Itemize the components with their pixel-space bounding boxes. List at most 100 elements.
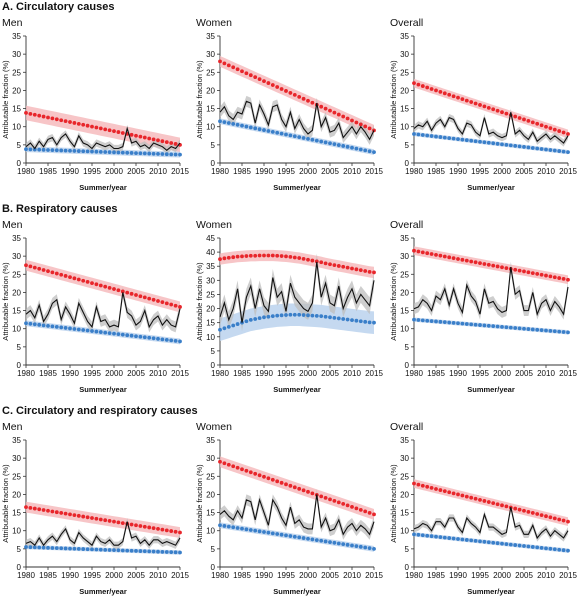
blue-series-point [284, 533, 288, 538]
red-series-point [548, 126, 553, 131]
blue-series-point [350, 145, 354, 150]
y-tick-label: 25 [400, 472, 409, 481]
red-series-point [46, 508, 50, 513]
red-series-point [482, 104, 487, 109]
red-series-point [478, 261, 482, 266]
y-tick-label: 20 [206, 490, 215, 499]
y-tick-label: 10 [12, 325, 21, 334]
blue-series-point [416, 132, 421, 137]
black-series-line [413, 507, 569, 540]
blue-series-point [98, 330, 103, 334]
red-series-point [266, 81, 271, 85]
y-tick-label: 35 [206, 32, 215, 41]
red-series-point [107, 519, 112, 523]
x-tick-label: 2005 [127, 167, 145, 176]
blue-series-point [253, 528, 258, 533]
y-tick-label: 30 [206, 454, 215, 463]
red-series-point [32, 112, 37, 117]
red-series-point [288, 483, 293, 488]
blue-series-point [156, 151, 160, 156]
blue-series-point [270, 129, 275, 134]
blue-series-point [173, 152, 178, 157]
x-tick-label: 1985 [39, 571, 57, 580]
y-tick-label: 20 [206, 86, 215, 95]
red-series-point [218, 59, 222, 64]
blue-series-point [438, 535, 443, 540]
red-series-point [332, 110, 337, 115]
blue-series-point [425, 533, 430, 538]
y-tick-label: 0 [211, 563, 216, 572]
y-tick-label: 30 [206, 50, 215, 59]
blue-series-point [270, 531, 275, 536]
blue-series-point [76, 149, 81, 153]
red-series-point [526, 509, 531, 514]
red-series-point [226, 462, 231, 467]
y-tick-label: 0 [17, 159, 22, 168]
blue-series-point [535, 545, 540, 550]
blue-series-point [456, 321, 460, 326]
blue-series-point [522, 326, 526, 331]
red-series-point [218, 257, 222, 262]
red-series-point [222, 461, 227, 466]
red-series-point [284, 89, 288, 93]
red-series-point [46, 269, 50, 274]
red-series-band [26, 259, 180, 313]
blue-series-band [220, 118, 374, 156]
blue-series-point [544, 328, 548, 333]
red-series-point [548, 515, 553, 520]
x-tick-label: 1995 [471, 369, 489, 378]
blue-series-band [26, 320, 180, 345]
red-series-point [464, 98, 469, 103]
x-tick-label: 2005 [127, 571, 145, 580]
blue-series-point [434, 134, 438, 139]
red-series-point [63, 119, 68, 124]
y-tick-label: 15 [206, 319, 215, 328]
blue-series-point [530, 146, 535, 150]
blue-series-point [226, 121, 231, 125]
y-tick-label: 15 [12, 509, 21, 518]
blue-series-point [517, 326, 522, 331]
red-series-point [416, 482, 421, 487]
blue-series-point [456, 137, 460, 142]
black-series-band [26, 518, 180, 549]
red-series-point [129, 522, 134, 527]
blue-series-point [292, 534, 297, 539]
red-series-point [266, 253, 271, 258]
blue-series-point [314, 538, 319, 542]
red-series-point [336, 112, 341, 117]
red-series-point [491, 263, 496, 268]
blue-series-point [248, 528, 253, 532]
blue-series-point [279, 131, 284, 136]
blue-series-point [257, 529, 262, 534]
blue-series-point [552, 547, 557, 552]
red-series-point [451, 94, 456, 99]
red-series-point [442, 489, 447, 494]
red-series-point [429, 87, 434, 91]
x-tick-label: 1995 [471, 571, 489, 580]
chart-men: 0 5 10 15 20 25 30 35 1980 1985 1990 1995 2000 2005 20… [1, 234, 189, 394]
blue-series-point [544, 546, 548, 551]
red-series-point [222, 61, 227, 66]
blue-series-point [112, 150, 116, 155]
red-series-point [310, 100, 315, 105]
blue-series-point [367, 320, 372, 325]
blue-series-point [279, 532, 284, 537]
blue-series-point [292, 312, 297, 317]
blue-series-point [301, 136, 306, 140]
blue-series-point [54, 546, 59, 551]
red-series-point [107, 285, 112, 290]
blue-series-point [482, 323, 487, 328]
red-series-point [279, 480, 284, 485]
y-tick-label: 20 [12, 288, 21, 297]
red-series-point [442, 91, 447, 96]
blue-series-point [522, 544, 526, 548]
blue-series-point [125, 548, 130, 553]
black-series-line [413, 266, 569, 317]
x-tick-label: 2000 [493, 369, 511, 378]
y-tick-label: 25 [400, 270, 409, 279]
red-series-point [134, 523, 138, 528]
blue-series-point [244, 319, 249, 324]
red-series-point [301, 488, 306, 493]
blue-series-point [508, 542, 513, 547]
red-series-point [451, 256, 456, 261]
